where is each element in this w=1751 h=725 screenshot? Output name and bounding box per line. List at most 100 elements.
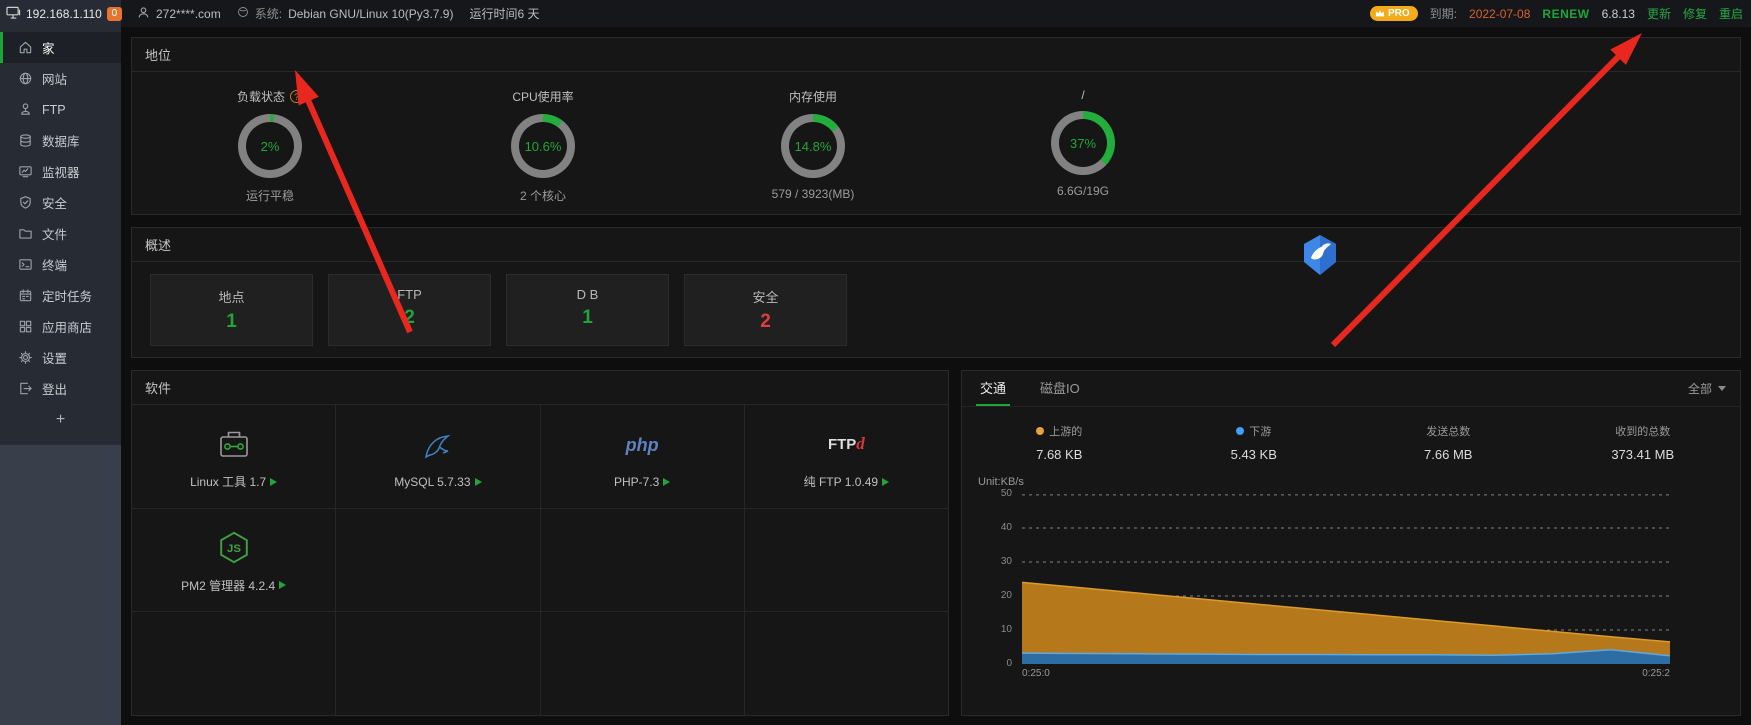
message-count-badge[interactable]: 0 bbox=[106, 6, 122, 21]
sidebar-item-monitor[interactable]: 监视器 bbox=[0, 156, 121, 187]
xaxis-start-label: 0:25:0 bbox=[1022, 668, 1050, 679]
running-indicator bbox=[279, 581, 287, 590]
sidebar-item-appstore[interactable]: 应用商店 bbox=[0, 311, 121, 342]
software-cell-empty bbox=[744, 612, 948, 715]
sidebar-item-files[interactable]: 文件 bbox=[0, 218, 121, 249]
yaxis-tick-label: 10 bbox=[1000, 624, 1012, 635]
panel-version: 6.8.13 bbox=[1601, 6, 1635, 21]
calendar-icon bbox=[18, 288, 33, 303]
help-icon[interactable]: ? bbox=[290, 90, 303, 103]
software-panel-title: 软件 bbox=[132, 371, 948, 405]
renew-link[interactable]: RENEW bbox=[1542, 6, 1590, 21]
software-item-mysql[interactable]: MySQL 5.7.33 bbox=[336, 405, 540, 508]
globe-icon bbox=[18, 71, 33, 86]
chevron-down-icon bbox=[1718, 386, 1726, 391]
update-link[interactable]: 更新 bbox=[1646, 7, 1671, 21]
sidebar-item-settings[interactable]: 设置 bbox=[0, 342, 121, 373]
sidebar: 家 网站 FTP 数据库 监视器 安全 文件 终端 bbox=[0, 27, 121, 725]
gauge-ring: 37% bbox=[1051, 111, 1115, 175]
sidebar-item-home[interactable]: 家 bbox=[0, 32, 121, 63]
overview-cards: 地点 1 FTP 2 D B 1 安全 2 bbox=[132, 262, 1740, 346]
software-cell-empty bbox=[132, 612, 336, 715]
software-item-pureftpd[interactable]: FTPd 纯 FTP 1.0.49 bbox=[744, 405, 948, 508]
monitor-icon bbox=[6, 6, 21, 22]
mysql-dolphin-icon bbox=[418, 424, 458, 468]
folder-icon bbox=[18, 226, 33, 241]
uptime-text: 运行时间6 天 bbox=[469, 7, 540, 21]
username: 272****.com bbox=[156, 6, 221, 21]
tab-disk-io[interactable]: 磁盘IO bbox=[1040, 381, 1080, 396]
aapanel-bird-logo[interactable] bbox=[1300, 234, 1340, 276]
overview-panel-title: 概述 bbox=[132, 228, 1740, 262]
sidebar-item-website[interactable]: 网站 bbox=[0, 63, 121, 94]
software-item-php[interactable]: php PHP-7.3 bbox=[540, 405, 744, 508]
server-ip: 192.168.1.110 bbox=[26, 6, 102, 21]
ftp-transfer-icon bbox=[18, 102, 33, 117]
gauges-row: 负载状态? 2% 运行平稳 CPU使用率 10.6% 2 个核心 内存使用 14… bbox=[132, 72, 1740, 204]
gauge-ring: 10.6% bbox=[511, 114, 575, 178]
restart-link[interactable]: 重启 bbox=[1718, 7, 1743, 21]
traffic-tabs: 交通 磁盘IO 全部 bbox=[962, 371, 1740, 407]
server-selector[interactable]: 192.168.1.110 0 bbox=[0, 0, 122, 27]
legend-total-received: 收到的总数 373.41 MB bbox=[1611, 426, 1675, 462]
topbar-uptime: 运行时间6 天 bbox=[469, 5, 539, 22]
sidebar-item-ftp[interactable]: FTP bbox=[0, 94, 121, 125]
status-panel-title: 地位 bbox=[132, 38, 1740, 72]
card-database[interactable]: D B 1 bbox=[506, 274, 669, 346]
sidebar-item-database[interactable]: 数据库 bbox=[0, 125, 121, 156]
crown-icon bbox=[1375, 9, 1385, 17]
traffic-chart-xaxis: 0:25:0 0:25:2 bbox=[1022, 668, 1670, 679]
gauge-disk-root[interactable]: / 37% 6.6G/19G bbox=[948, 84, 1218, 204]
topbar: 192.168.1.110 0 272****.com 系统: Debian G… bbox=[0, 0, 1751, 27]
card-security[interactable]: 安全 2 bbox=[684, 274, 847, 346]
tab-traffic[interactable]: 交通 bbox=[976, 371, 1011, 406]
gauge-ring: 2% bbox=[238, 114, 302, 178]
sidebar-item-terminal[interactable]: 终端 bbox=[0, 249, 121, 280]
software-cell-empty bbox=[540, 508, 744, 612]
topbar-user[interactable]: 272****.com bbox=[137, 6, 221, 22]
repair-link[interactable]: 修复 bbox=[1682, 7, 1707, 21]
grid-icon bbox=[18, 319, 33, 334]
yaxis-tick-label: 50 bbox=[1000, 488, 1012, 499]
card-ftp[interactable]: FTP 2 bbox=[328, 274, 491, 346]
software-panel: 软件 Linux 工具 1.7 MySQL 5.7.33 php PHP-7.3… bbox=[131, 370, 949, 716]
overview-panel: 概述 地点 1 FTP 2 D B 1 安全 2 bbox=[131, 227, 1741, 358]
gear-icon bbox=[18, 350, 33, 365]
expire-date: 2022-07-08 bbox=[1469, 6, 1531, 21]
sidebar-item-cron[interactable]: 定时任务 bbox=[0, 280, 121, 311]
traffic-panel: 交通 磁盘IO 全部 上游的 7.68 KB 下游 5.43 KB 发送总数 7… bbox=[961, 370, 1741, 716]
pro-badge[interactable]: PRO bbox=[1370, 6, 1418, 21]
gauge-memory[interactable]: 内存使用 14.8% 579 / 3923(MB) bbox=[771, 90, 855, 201]
status-panel: 地位 负载状态? 2% 运行平稳 CPU使用率 10.6% 2 个核心 内存使用… bbox=[131, 37, 1741, 215]
logout-icon bbox=[18, 381, 33, 396]
upstream-dot bbox=[1036, 427, 1045, 435]
traffic-chart-plot[interactable] bbox=[1022, 494, 1670, 664]
software-item-linux-tools[interactable]: Linux 工具 1.7 bbox=[132, 405, 336, 508]
sidebar-item-logout[interactable]: 登出 bbox=[0, 373, 121, 404]
database-icon bbox=[18, 133, 33, 148]
php-logo: php bbox=[625, 435, 659, 456]
downstream-dot bbox=[1236, 427, 1245, 435]
sidebar-item-security[interactable]: 安全 bbox=[0, 187, 121, 218]
card-sites[interactable]: 地点 1 bbox=[150, 274, 313, 346]
chart-unit-label: Unit:KB/s bbox=[978, 476, 1024, 488]
user-icon bbox=[137, 6, 150, 22]
yaxis-tick-label: 30 bbox=[1000, 556, 1012, 567]
legend-total-sent: 发送总数 7.66 MB bbox=[1424, 426, 1473, 462]
gauge-load[interactable]: 负载状态? 2% 运行平稳 bbox=[132, 84, 408, 204]
software-item-pm2[interactable]: JS PM2 管理器 4.2.4 bbox=[132, 508, 336, 612]
toolbox-icon bbox=[215, 422, 253, 466]
traffic-chart: 0 10 20 30 40 50 bbox=[978, 488, 1670, 669]
legend-downstream: 下游 5.43 KB bbox=[1230, 426, 1277, 462]
sidebar-add-button[interactable]: + bbox=[55, 410, 66, 428]
yaxis-tick-label: 40 bbox=[1000, 522, 1012, 533]
shield-check-icon bbox=[18, 195, 33, 210]
traffic-legend: 上游的 7.68 KB 下游 5.43 KB 发送总数 7.66 MB 收到的总… bbox=[962, 423, 1740, 462]
ftpd-logo: FTPd bbox=[827, 434, 865, 454]
software-cell-empty bbox=[336, 612, 540, 715]
software-cell-empty bbox=[744, 508, 948, 612]
interface-filter-dropdown[interactable]: 全部 bbox=[1688, 371, 1726, 406]
system-label: 系统: bbox=[254, 7, 283, 21]
gauge-cpu[interactable]: CPU使用率 10.6% 2 个核心 bbox=[511, 90, 575, 203]
